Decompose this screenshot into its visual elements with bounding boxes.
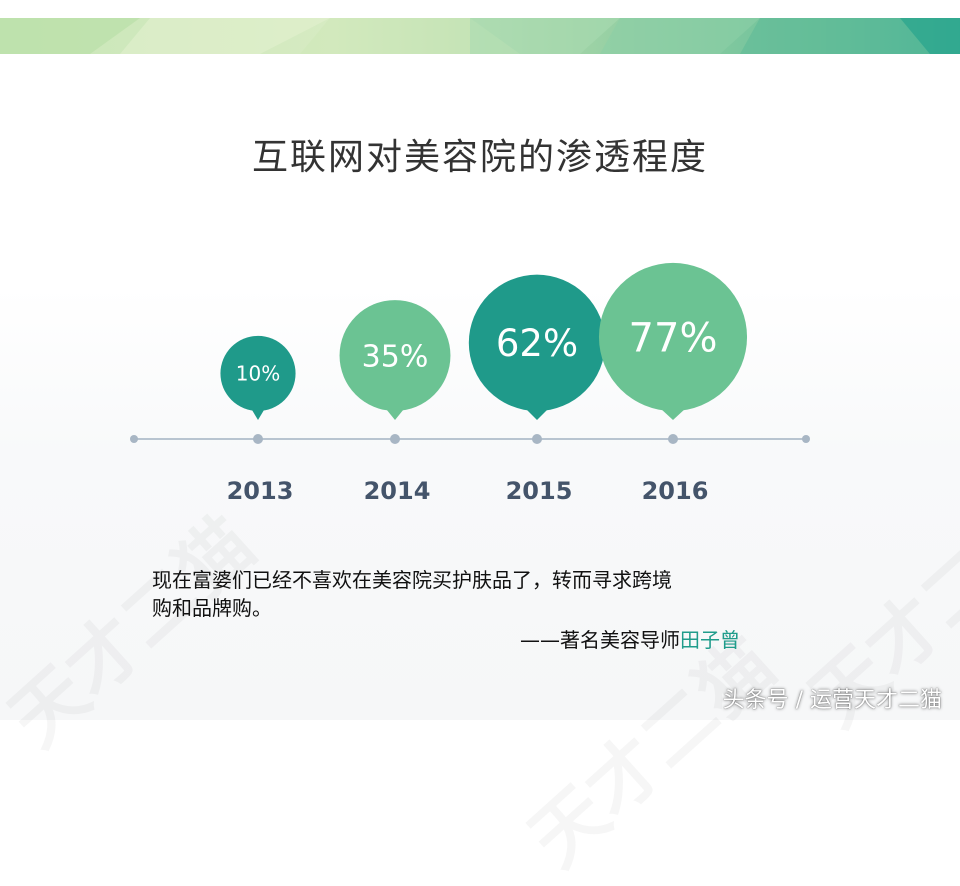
attribution-prefix: ——著名美容导师	[520, 628, 680, 652]
value-label-2013: 10%	[236, 362, 280, 386]
value-label-2016: 77%	[629, 315, 718, 361]
bubble-2013	[220, 335, 296, 411]
bubble-2016	[598, 262, 748, 411]
year-label-2016: 2016	[642, 477, 709, 505]
top-banner	[0, 18, 960, 54]
timeline-tick-2015	[532, 434, 542, 444]
quote-line-1: 现在富婆们已经不喜欢在美容院买护肤品了，转而寻求跨境	[152, 568, 672, 592]
value-label-2015: 62%	[496, 322, 578, 365]
quote-text: 现在富婆们已经不喜欢在美容院买护肤品了，转而寻求跨境 购和品牌购。	[152, 566, 792, 622]
content-background: 天才二猫 天才二猫 天才二猫	[0, 54, 960, 720]
timeline-tick-2014	[390, 434, 400, 444]
penetration-chart: 10% 2013 35% 2014 62% 2015 77% 2016	[130, 262, 810, 505]
quote-line-2: 购和品牌购。	[152, 596, 272, 620]
year-label-2014: 2014	[364, 477, 431, 505]
year-label-2015: 2015	[506, 477, 573, 505]
timeline-tick-2016	[668, 434, 678, 444]
footer-watermark: 头条号 / 运营天才二猫	[722, 688, 942, 713]
bubble-2015	[468, 274, 606, 411]
timeline-tick-2013	[253, 434, 263, 444]
value-label-2014: 35%	[362, 339, 429, 374]
year-label-2013: 2013	[227, 477, 294, 505]
banner-decoration	[0, 18, 960, 54]
attribution-name: 田子曾	[680, 628, 740, 652]
bubble-2014	[339, 300, 451, 411]
quote-attribution: ——著名美容导师田子曾	[520, 624, 740, 653]
chart-title: 互联网对美容院的渗透程度	[251, 137, 708, 178]
timeline-end-dot	[130, 435, 138, 443]
timeline-end-dot	[802, 435, 810, 443]
